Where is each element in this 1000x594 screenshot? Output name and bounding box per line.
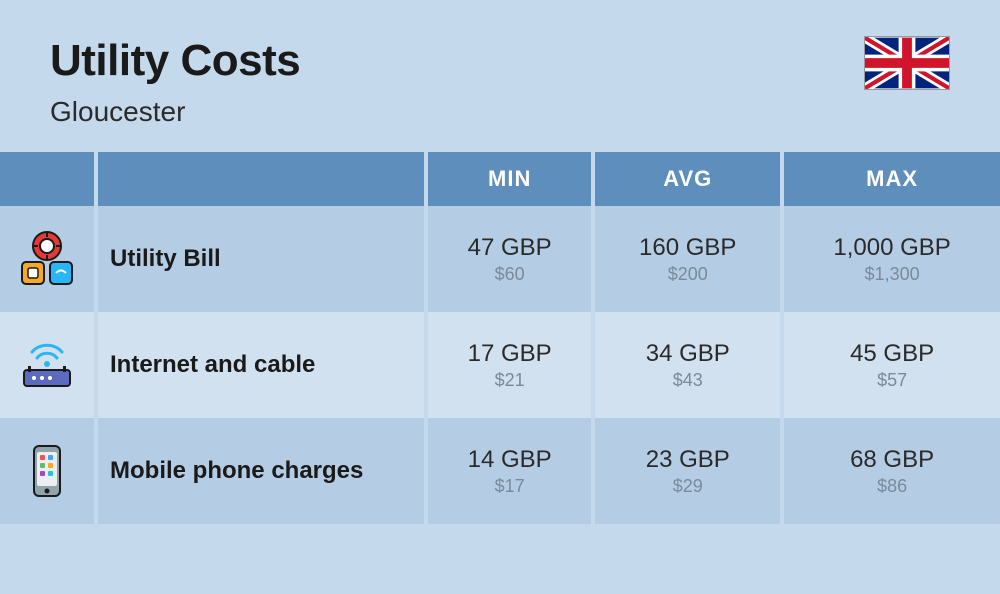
secondary-value: $57 <box>792 370 992 391</box>
primary-value: 1,000 GBP <box>792 234 992 262</box>
secondary-value: $21 <box>436 370 583 391</box>
secondary-value: $1,300 <box>792 264 992 285</box>
cell-avg: 23 GBP $29 <box>593 418 782 524</box>
primary-value: 45 GBP <box>792 340 992 368</box>
row-icon-cell <box>0 206 96 312</box>
primary-value: 14 GBP <box>436 446 583 474</box>
col-min: MIN <box>426 152 593 206</box>
cell-min: 47 GBP $60 <box>426 206 593 312</box>
primary-value: 47 GBP <box>436 234 583 262</box>
cell-avg: 160 GBP $200 <box>593 206 782 312</box>
row-label: Internet and cable <box>96 312 426 418</box>
cell-max: 45 GBP $57 <box>782 312 1000 418</box>
secondary-value: $17 <box>436 476 583 497</box>
page-title: Utility Costs <box>50 36 300 86</box>
col-max: MAX <box>782 152 1000 206</box>
row-icon-cell <box>0 418 96 524</box>
primary-value: 160 GBP <box>603 234 772 262</box>
router-icon <box>8 334 86 396</box>
secondary-value: $60 <box>436 264 583 285</box>
table-header-row: MIN AVG MAX <box>0 152 1000 206</box>
secondary-value: $43 <box>603 370 772 391</box>
cell-avg: 34 GBP $43 <box>593 312 782 418</box>
primary-value: 34 GBP <box>603 340 772 368</box>
primary-value: 68 GBP <box>792 446 992 474</box>
primary-value: 17 GBP <box>436 340 583 368</box>
primary-value: 23 GBP <box>603 446 772 474</box>
cell-min: 17 GBP $21 <box>426 312 593 418</box>
cell-min: 14 GBP $17 <box>426 418 593 524</box>
page-subtitle: Gloucester <box>50 96 300 128</box>
col-icon <box>0 152 96 206</box>
table-row: Mobile phone charges 14 GBP $17 23 GBP $… <box>0 418 1000 524</box>
row-label: Utility Bill <box>96 206 426 312</box>
smartphone-icon <box>8 440 86 502</box>
secondary-value: $86 <box>792 476 992 497</box>
row-label: Mobile phone charges <box>96 418 426 524</box>
col-avg: AVG <box>593 152 782 206</box>
uk-flag-icon <box>864 36 950 90</box>
col-label <box>96 152 426 206</box>
title-block: Utility Costs Gloucester <box>50 36 300 128</box>
cell-max: 1,000 GBP $1,300 <box>782 206 1000 312</box>
costs-table: MIN AVG MAX Utility B <box>0 152 1000 524</box>
table-row: Internet and cable 17 GBP $21 34 GBP $43… <box>0 312 1000 418</box>
header: Utility Costs Gloucester <box>0 0 1000 152</box>
utilities-icon <box>8 228 86 290</box>
table-row: Utility Bill 47 GBP $60 160 GBP $200 1,0… <box>0 206 1000 312</box>
secondary-value: $200 <box>603 264 772 285</box>
cell-max: 68 GBP $86 <box>782 418 1000 524</box>
row-icon-cell <box>0 312 96 418</box>
secondary-value: $29 <box>603 476 772 497</box>
